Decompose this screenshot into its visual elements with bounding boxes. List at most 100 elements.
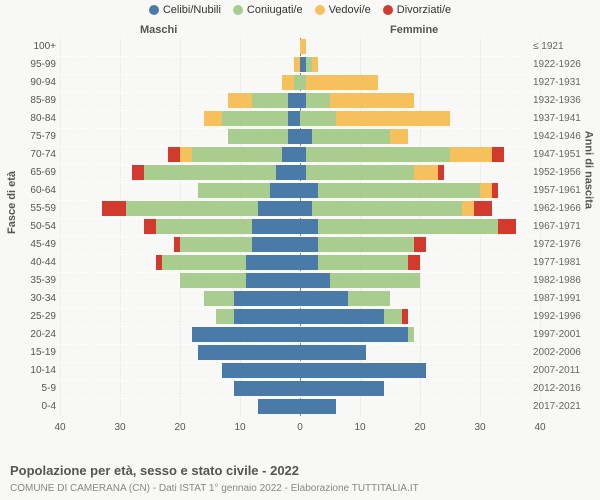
bar-female-vedovi xyxy=(480,183,492,198)
age-label: 75-79 xyxy=(20,131,56,142)
age-label: 45-49 xyxy=(20,239,56,250)
age-row xyxy=(60,326,540,343)
bar-male-coniugati xyxy=(198,183,270,198)
bar-female-celibi xyxy=(300,363,426,378)
birth-year-label: 1982-1986 xyxy=(533,275,588,286)
age-label: 25-29 xyxy=(20,311,56,322)
bar-male-divorziati xyxy=(156,255,162,270)
legend-label: Coniugati/e xyxy=(247,4,303,16)
birth-year-label: 1957-1961 xyxy=(533,185,588,196)
bar-female-celibi xyxy=(300,219,318,234)
chart-title: Popolazione per età, sesso e stato civil… xyxy=(10,463,299,478)
birth-year-label: 1997-2001 xyxy=(533,329,588,340)
birth-year-label: 1922-1926 xyxy=(533,59,588,70)
age-label: 20-24 xyxy=(20,329,56,340)
x-tick-label: 20 xyxy=(414,422,425,433)
bar-male-vedovi xyxy=(204,111,222,126)
bar-male-celibi xyxy=(288,93,300,108)
bar-female-coniugati xyxy=(306,93,330,108)
bar-male-celibi xyxy=(288,129,300,144)
bar-female-coniugati xyxy=(318,255,408,270)
bar-female-divorziati xyxy=(498,219,516,234)
bar-male-coniugati xyxy=(204,291,234,306)
bar-female-coniugati xyxy=(318,219,498,234)
age-label: 100+ xyxy=(20,41,56,52)
birth-year-label: ≤ 1921 xyxy=(533,41,588,52)
bar-female-divorziati xyxy=(492,183,498,198)
legend-swatch xyxy=(233,5,243,15)
bar-male-coniugati xyxy=(126,201,258,216)
bar-female-coniugati xyxy=(300,111,336,126)
bar-female-coniugati xyxy=(318,237,414,252)
bar-female-vedovi xyxy=(312,57,318,72)
age-label: 60-64 xyxy=(20,185,56,196)
bar-male-celibi xyxy=(246,273,300,288)
birth-year-label: 2012-2016 xyxy=(533,383,588,394)
bar-female-divorziati xyxy=(408,255,420,270)
age-label: 90-94 xyxy=(20,77,56,88)
legend-swatch xyxy=(383,5,393,15)
age-row xyxy=(60,362,540,379)
bar-male-divorziati xyxy=(174,237,180,252)
age-row xyxy=(60,398,540,415)
bar-female-celibi xyxy=(300,381,384,396)
x-tick-label: 10 xyxy=(354,422,365,433)
bar-male-divorziati xyxy=(132,165,144,180)
age-row xyxy=(60,74,540,91)
bar-female-divorziati xyxy=(438,165,444,180)
bar-male-celibi xyxy=(198,345,300,360)
bar-male-celibi xyxy=(288,111,300,126)
bar-female-coniugati xyxy=(306,165,414,180)
birth-year-label: 1932-1936 xyxy=(533,95,588,106)
bar-female-vedovi xyxy=(306,75,378,90)
legend: Celibi/NubiliConiugati/eVedovi/eDivorzia… xyxy=(0,4,600,18)
bar-male-celibi xyxy=(234,381,300,396)
birth-year-label: 2017-2021 xyxy=(533,401,588,412)
bar-male-coniugati xyxy=(192,147,282,162)
bar-female-divorziati xyxy=(414,237,426,252)
bar-female-coniugati xyxy=(384,309,402,324)
bar-female-coniugati xyxy=(312,201,462,216)
x-tick-label: 30 xyxy=(114,422,125,433)
age-label: 70-74 xyxy=(20,149,56,160)
bar-female-coniugati xyxy=(408,327,414,342)
bar-male-celibi xyxy=(252,237,300,252)
age-row xyxy=(60,164,540,181)
age-row xyxy=(60,38,540,55)
birth-year-label: 1962-1966 xyxy=(533,203,588,214)
bar-female-coniugati xyxy=(318,183,480,198)
birth-year-label: 1992-1996 xyxy=(533,311,588,322)
age-label: 35-39 xyxy=(20,275,56,286)
birth-year-label: 1972-1976 xyxy=(533,239,588,250)
legend-swatch xyxy=(315,5,325,15)
bar-male-celibi xyxy=(222,363,300,378)
bar-female-divorziati xyxy=(474,201,492,216)
bar-female-celibi xyxy=(300,201,312,216)
bar-female-coniugati xyxy=(330,273,420,288)
age-row xyxy=(60,308,540,325)
bar-male-celibi xyxy=(258,399,300,414)
bar-female-coniugati xyxy=(348,291,390,306)
x-tick-label: 10 xyxy=(234,422,245,433)
bar-female-celibi xyxy=(300,345,366,360)
age-label: 40-44 xyxy=(20,257,56,268)
bar-male-celibi xyxy=(282,147,300,162)
age-label: 85-89 xyxy=(20,95,56,106)
bar-male-divorziati xyxy=(102,201,126,216)
age-row xyxy=(60,182,540,199)
bar-female-vedovi xyxy=(462,201,474,216)
bar-female-divorziati xyxy=(492,147,504,162)
legend-item: Vedovi/e xyxy=(315,4,371,16)
bar-male-celibi xyxy=(276,165,300,180)
birth-year-label: 1947-1951 xyxy=(533,149,588,160)
gender-label-male: Maschi xyxy=(140,24,177,36)
birth-year-label: 1977-1981 xyxy=(533,257,588,268)
bar-male-coniugati xyxy=(222,111,288,126)
age-row xyxy=(60,290,540,307)
bar-male-celibi xyxy=(270,183,300,198)
bar-female-coniugati xyxy=(312,129,390,144)
bar-male-vedovi xyxy=(180,147,192,162)
bar-male-celibi xyxy=(192,327,300,342)
birth-year-label: 1952-1956 xyxy=(533,167,588,178)
age-label: 65-69 xyxy=(20,167,56,178)
